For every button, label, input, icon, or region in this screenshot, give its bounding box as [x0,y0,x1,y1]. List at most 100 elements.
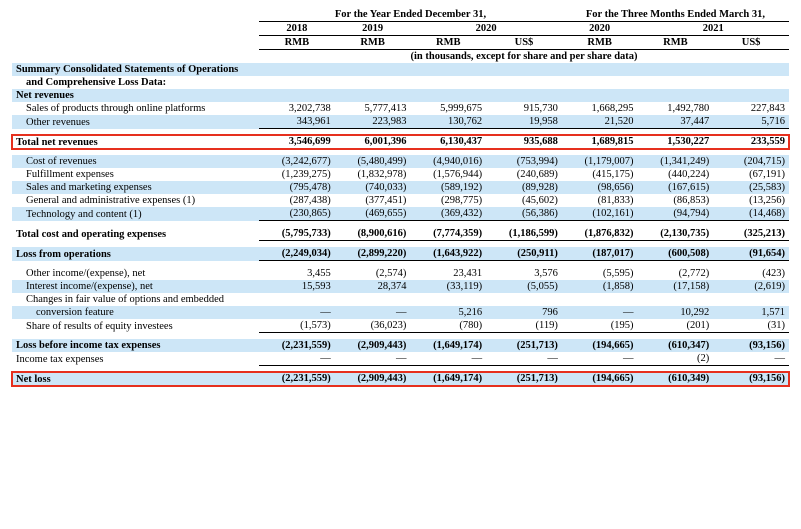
val: (5,480,499) [335,155,411,168]
row-sales-mkt: Sales and marketing expenses (795,478) (… [12,181,789,194]
val: 5,777,413 [335,102,411,115]
val: (1,179,007) [562,155,638,168]
val: — [410,352,486,366]
val: — [562,352,638,366]
val: (91,654) [713,247,789,261]
label-cost-rev: Cost of revenues [12,155,259,168]
val: (93,156) [713,372,789,386]
val: 1,492,780 [638,102,714,115]
section-title-1: Summary Consolidated Statements of Opera… [12,63,789,76]
val: (195) [562,319,638,333]
val: 6,130,437 [410,135,486,149]
val: (610,349) [638,372,714,386]
val: (2,772) [638,267,714,280]
val: (4,940,016) [410,155,486,168]
val: (89,928) [486,181,562,194]
label-income-tax: Income tax expenses [12,352,259,366]
val: (415,175) [562,168,638,181]
label-fulfill: Fulfillment expenses [12,168,259,181]
val: 1,530,227 [638,135,714,149]
val: (17,158) [638,280,714,293]
cur-rmb-4: RMB [562,36,638,50]
val: (45,602) [486,194,562,207]
label-loss-ops: Loss from operations [12,247,259,261]
val: 5,716 [713,115,789,129]
row-total-net-rev: Total net revenues 3,546,699 6,001,396 6… [12,135,789,149]
val: (377,451) [335,194,411,207]
val: (1,643,922) [410,247,486,261]
val: (8,900,616) [335,227,411,241]
label-ga: General and administrative expenses (1) [12,194,259,207]
val: (1,649,174) [410,339,486,352]
val: (67,191) [713,168,789,181]
val: (1,832,978) [335,168,411,181]
val: 223,983 [335,115,411,129]
val: (1,573) [259,319,335,333]
row-total-cost: Total cost and operating expenses (5,795… [12,227,789,241]
val: (187,017) [562,247,638,261]
val: (423) [713,267,789,280]
val: (31) [713,319,789,333]
val: 1,668,295 [562,102,638,115]
val: (3,242,677) [259,155,335,168]
val: (287,438) [259,194,335,207]
val: 915,730 [486,102,562,115]
val: (610,347) [638,339,714,352]
header-units-row: (in thousands, except for share and per … [12,50,789,64]
val: (119) [486,319,562,333]
label-loss-before-tax: Loss before income tax expenses [12,339,259,352]
label-other-inc: Other income/(expense), net [12,267,259,280]
section-title-row-2: and Comprehensive Loss Data: [12,76,789,89]
val: (251,713) [486,339,562,352]
val: 935,688 [486,135,562,149]
val: 6,001,396 [335,135,411,149]
val: (2,130,735) [638,227,714,241]
val: (795,478) [259,181,335,194]
val: 23,431 [410,267,486,280]
val: (2,619) [713,280,789,293]
val: (2,249,034) [259,247,335,261]
row-loss-before-tax: Loss before income tax expenses (2,231,5… [12,339,789,352]
label-fv-1: Changes in fair value of options and emb… [12,293,259,306]
val: 10,292 [638,306,714,319]
val: (1,649,174) [410,372,486,386]
val: (240,689) [486,168,562,181]
val: (86,853) [638,194,714,207]
val: 1,571 [713,306,789,319]
val: 3,202,738 [259,102,335,115]
val: (589,192) [410,181,486,194]
header-period-year: For the Year Ended December 31, [259,8,562,22]
val: (204,715) [713,155,789,168]
val: 5,216 [410,306,486,319]
val: (2,909,443) [335,372,411,386]
val: (369,432) [410,207,486,221]
val: (201) [638,319,714,333]
val: (2,909,443) [335,339,411,352]
val: (93,156) [713,339,789,352]
label-sales-mkt: Sales and marketing expenses [12,181,259,194]
val: 233,559 [713,135,789,149]
val: (1,858) [562,280,638,293]
col-2021q: 2021 [638,22,789,36]
val: (1,876,832) [562,227,638,241]
val: (740,033) [335,181,411,194]
val: (1,186,599) [486,227,562,241]
val: (25,583) [713,181,789,194]
row-share-eq: Share of results of equity investees (1,… [12,319,789,333]
val: (2,574) [335,267,411,280]
row-fulfill: Fulfillment expenses (1,239,275) (1,832,… [12,168,789,181]
val: — [259,306,335,319]
label-net-loss: Net loss [12,372,259,386]
col-2020q: 2020 [562,22,638,36]
val: (469,655) [335,207,411,221]
val: 3,455 [259,267,335,280]
val: (5,055) [486,280,562,293]
val: 19,958 [486,115,562,129]
val: (2,899,220) [335,247,411,261]
val: 3,546,699 [259,135,335,149]
col-2018: 2018 [259,22,335,36]
net-revenues-label: Net revenues [12,89,259,102]
val: (780) [410,319,486,333]
row-sales-online: Sales of products through online platfor… [12,102,789,115]
label-sales-online: Sales of products through online platfor… [12,102,259,115]
